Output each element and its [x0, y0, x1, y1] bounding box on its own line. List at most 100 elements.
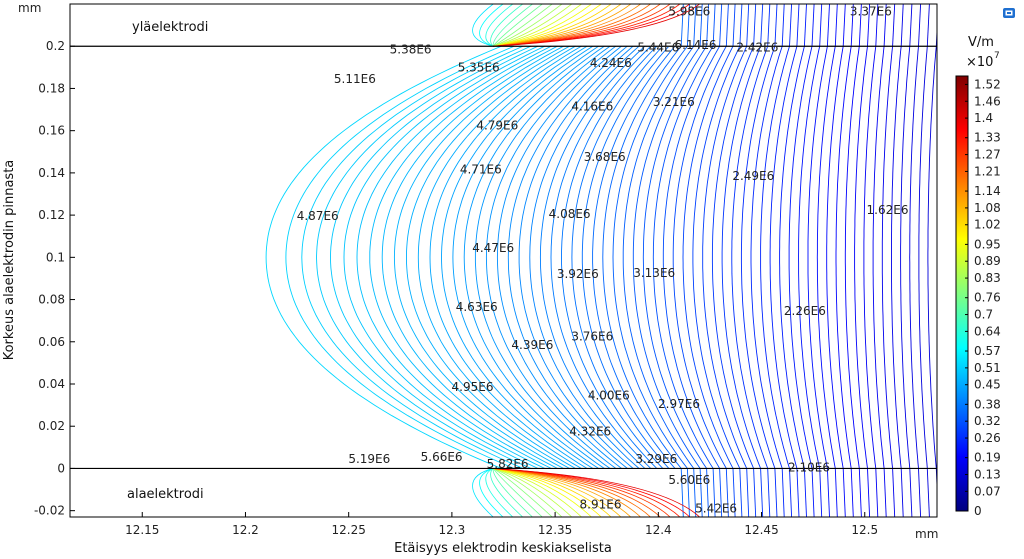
y-tick-label: -0.02: [34, 504, 65, 518]
contour-line: [891, 46, 902, 469]
contour-line-upper: [796, 4, 800, 47]
corner-contour-bottom: [479, 468, 504, 517]
colorbar-tick-label: 0.51: [974, 361, 1001, 375]
contour-label: 4.63E6: [456, 300, 498, 314]
contour-line-lower: [909, 468, 913, 517]
contour-line: [561, 45, 658, 469]
colorbar-gradient: [955, 75, 969, 512]
y-tick-label: 0.02: [38, 419, 65, 433]
colorbar-tick-label: 0.64: [974, 324, 1001, 338]
colorbar-tick-label: 1.02: [974, 218, 1001, 232]
contour-line-upper: [858, 4, 862, 47]
contour-label: 5.11E6: [334, 72, 376, 86]
contour-line-lower: [760, 468, 764, 517]
colorbar-tick-label: 1.08: [974, 201, 1001, 215]
contour-label: 8.91E6: [580, 497, 622, 511]
contour-line: [369, 45, 558, 469]
contour-line-lower: [680, 468, 684, 517]
colorbar-tick-label: 1.52: [974, 77, 1001, 91]
y-axis-label: Korkeus alaelektrodin pinnasta: [2, 160, 17, 361]
contour-line-lower: [826, 468, 830, 517]
electrode-boundaries: [70, 45, 937, 470]
y-tick-label: 0.18: [38, 81, 65, 95]
colorbar-tick-label: 1.27: [974, 148, 1001, 162]
contour-label: 2.42E6: [736, 40, 778, 54]
contour-line-lower: [875, 468, 879, 517]
contour-line: [301, 45, 524, 469]
contour-line: [356, 45, 552, 469]
x-axis-ticks: 12.15 12.2 12.25 12.3 12.35 12.4 12.45 12.5: [125, 512, 878, 537]
x-tick-label: 12.4: [645, 523, 672, 537]
contour-label: 3.76E6: [571, 330, 613, 344]
colorbar-multiplier: ×10: [966, 55, 993, 70]
contour-line: [721, 46, 762, 469]
contour-labels: 5.38E6 5.11E6 5.35E6 4.24E6 4.16E6 3.21E6 4.79…: [297, 4, 909, 515]
x-tick-label: 12.3: [439, 523, 466, 537]
export-image-icon[interactable]: [1003, 8, 1015, 18]
contour-line: [406, 45, 576, 469]
colorbar-tick-label: 1.4: [974, 111, 993, 125]
contour-line-lower: [699, 468, 703, 517]
contour-line-lower: [796, 468, 800, 517]
x-axis-label: Etäisyys elektrodin keskiakselista: [394, 541, 612, 556]
contour-line-lower: [803, 468, 807, 517]
colorbar-tick-label: 0.13: [974, 468, 1001, 482]
y-tick-label: 0: [57, 461, 65, 475]
corner-contour-bottom: [472, 468, 494, 517]
contour-label: 6.14E6: [675, 38, 717, 52]
contour-label: 2.97E6: [658, 397, 700, 411]
contour-line: [881, 46, 894, 469]
contour-line-lower: [850, 468, 854, 517]
corner-contour-top: [485, 4, 514, 47]
contour-line-upper: [803, 4, 807, 47]
contour-line-lower: [926, 468, 930, 517]
contour-line-upper: [918, 4, 922, 47]
contour-line: [417, 45, 582, 469]
corner-contour-top: [493, 4, 573, 47]
contour-line: [807, 46, 828, 469]
contour-line: [316, 45, 531, 469]
y-axis-ticks: -0.02 0 0.02 0.04 0.06 0.08 0.1 0.12 0.14 0.16 0.1…: [34, 39, 75, 518]
contour-line-upper: [693, 4, 697, 47]
colorbar-tick-label: 0.57: [974, 344, 1001, 358]
contour-line: [835, 46, 852, 469]
contour-line-upper: [842, 4, 846, 47]
corner-contour-top: [492, 4, 553, 47]
contour-line-upper: [712, 4, 716, 47]
contour-line-lower: [819, 468, 823, 517]
colorbar-tick-label: 0.32: [974, 414, 1001, 428]
contour-line: [343, 45, 545, 469]
contour-line: [909, 46, 919, 469]
contour-line-lower: [883, 468, 887, 517]
contour-line-lower: [725, 468, 729, 517]
contour-line: [740, 46, 776, 469]
contour-line: [381, 45, 564, 469]
contour-line-lower: [892, 468, 896, 517]
x-tick-label: 12.15: [125, 523, 159, 537]
contour-label: 5.19E6: [348, 452, 390, 466]
corner-contour-bottom: [492, 468, 533, 517]
corner-contour-bottom: [492, 468, 553, 517]
contour-line: [816, 46, 836, 469]
contour-line-lower: [739, 468, 743, 517]
contour-label: 4.79E6: [476, 118, 518, 132]
contour-line: [592, 45, 676, 469]
contour-line: [662, 45, 720, 469]
contour-line-upper: [706, 4, 710, 47]
y-tick-label: 0.06: [38, 335, 65, 349]
contour-line-lower: [918, 468, 922, 517]
contour-label: 4.00E6: [588, 389, 630, 403]
contour-line-lower: [753, 468, 757, 517]
corner-contour-top: [479, 4, 504, 47]
corner-contour-top: [490, 4, 523, 47]
y-tick-label: 0.2: [46, 39, 65, 53]
colorbar-tick-label: 1.33: [974, 131, 1001, 145]
contour-line-lower: [706, 468, 710, 517]
contour-line-upper: [719, 4, 723, 47]
contour-label: 5.82E6: [487, 457, 529, 471]
y-axis-unit: mm: [18, 1, 41, 15]
corner-contour-top: [492, 4, 533, 47]
contour-line: [826, 46, 844, 469]
contour-line: [539, 45, 646, 469]
contour-line: [474, 45, 611, 469]
